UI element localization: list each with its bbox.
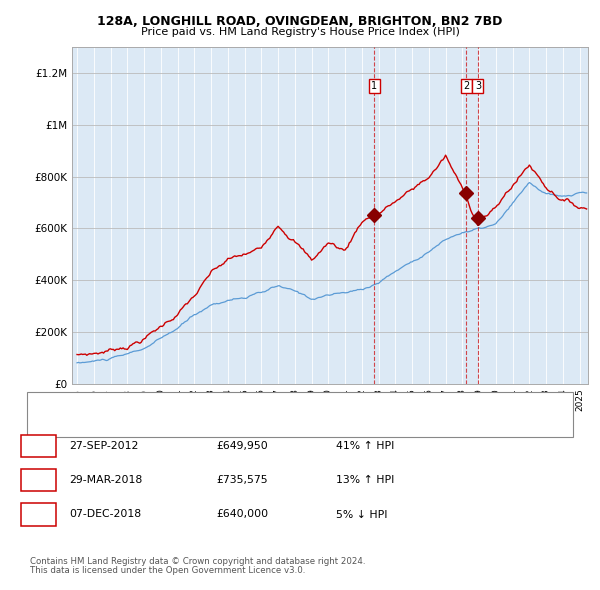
Text: 1: 1 xyxy=(35,441,42,451)
Text: 13% ↑ HPI: 13% ↑ HPI xyxy=(336,476,394,485)
Text: 5% ↓ HPI: 5% ↓ HPI xyxy=(336,510,388,519)
Text: Contains HM Land Registry data © Crown copyright and database right 2024.: Contains HM Land Registry data © Crown c… xyxy=(30,558,365,566)
Text: 3: 3 xyxy=(475,81,481,91)
Text: 2: 2 xyxy=(463,81,469,91)
Text: 41% ↑ HPI: 41% ↑ HPI xyxy=(336,441,394,451)
Text: 29-MAR-2018: 29-MAR-2018 xyxy=(69,476,142,485)
Text: 1: 1 xyxy=(371,81,377,91)
Text: £640,000: £640,000 xyxy=(216,510,268,519)
Text: 27-SEP-2012: 27-SEP-2012 xyxy=(69,441,139,451)
Text: HPI: Average price, detached house, Brighton and Hove: HPI: Average price, detached house, Brig… xyxy=(75,419,340,428)
Text: Price paid vs. HM Land Registry's House Price Index (HPI): Price paid vs. HM Land Registry's House … xyxy=(140,27,460,37)
Text: 2: 2 xyxy=(35,476,42,485)
Text: 3: 3 xyxy=(35,510,42,519)
Text: £735,575: £735,575 xyxy=(216,476,268,485)
Text: £649,950: £649,950 xyxy=(216,441,268,451)
Text: 128A, LONGHILL ROAD, OVINGDEAN, BRIGHTON, BN2 7BD: 128A, LONGHILL ROAD, OVINGDEAN, BRIGHTON… xyxy=(97,15,503,28)
Text: 128A, LONGHILL ROAD, OVINGDEAN, BRIGHTON, BN2 7BD (detached house): 128A, LONGHILL ROAD, OVINGDEAN, BRIGHTON… xyxy=(75,401,437,410)
Text: 07-DEC-2018: 07-DEC-2018 xyxy=(69,510,141,519)
Text: This data is licensed under the Open Government Licence v3.0.: This data is licensed under the Open Gov… xyxy=(30,566,305,575)
